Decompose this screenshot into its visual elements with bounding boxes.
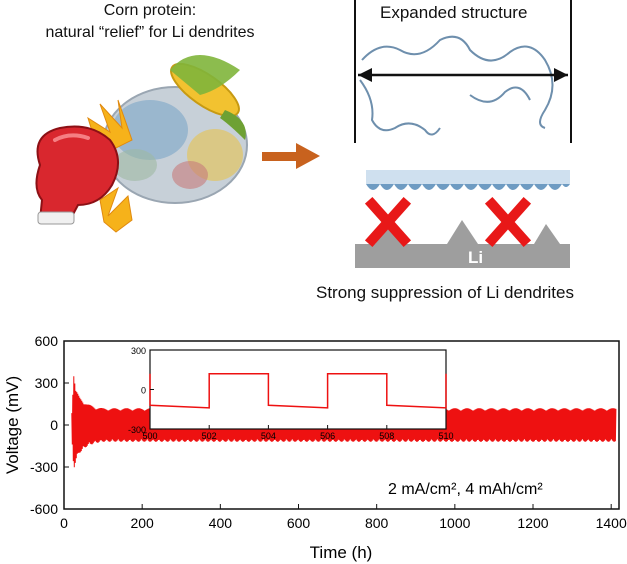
x-tick-label: 1400 — [596, 515, 627, 531]
inset-trace — [149, 372, 447, 409]
x-axis-label: Time (h) — [310, 543, 373, 562]
inset-y-tick-label: 0 — [141, 386, 146, 396]
x-tick-label: 0 — [60, 515, 68, 531]
y-tick-label: 0 — [50, 417, 58, 433]
expanded-structure-panel — [354, 0, 572, 143]
y-axis-label: Voltage (mV) — [3, 376, 22, 474]
x-tick-label: 1000 — [439, 515, 470, 531]
x-tick-label: 1200 — [517, 515, 548, 531]
inset-y-tick-label: -300 — [128, 425, 146, 435]
inset-x-tick-label: 504 — [261, 431, 276, 441]
left-title: Corn protein: natural “relief” for Li de… — [0, 0, 300, 44]
left-title-line1: Corn protein: — [103, 2, 197, 19]
transition-arrow — [262, 143, 320, 169]
x-tick-label: 400 — [209, 515, 233, 531]
inset-x-tick-label: 500 — [142, 431, 157, 441]
cross-mark-icon — [364, 196, 412, 248]
suppression-caption: Strong suppression of Li dendrites — [316, 283, 574, 302]
inset-x-tick-label: 510 — [438, 431, 453, 441]
left-title-line2: natural “relief” for Li dendrites — [45, 24, 255, 41]
x-tick-label: 600 — [287, 515, 311, 531]
y-tick-label: 600 — [35, 333, 59, 349]
cross-mark-icon — [484, 196, 532, 248]
inset-y-tick-label: 300 — [131, 346, 146, 356]
inset-frame — [149, 349, 447, 430]
condition-annotation: 2 mA/cm², 4 mAh/cm² — [388, 481, 543, 498]
li-label: Li — [468, 248, 483, 267]
x-tick-label: 800 — [365, 515, 389, 531]
y-tick-label: -300 — [30, 459, 58, 475]
li-dendrite-schematic: Li — [355, 170, 570, 268]
x-tick-label: 200 — [130, 515, 154, 531]
y-tick-label: -600 — [30, 501, 58, 517]
inset-x-tick-label: 506 — [320, 431, 335, 441]
inset-chart: -300 0 300 500 502 504 506 508 510 — [128, 346, 454, 441]
boxing-glove-icon — [35, 125, 119, 225]
y-tick-label: 300 — [35, 375, 59, 391]
corn-protein-illustration — [102, 86, 248, 204]
voltage-time-chart: -600 -300 0 300 600 0 200 400 600 800 1000 1200 140… — [3, 333, 627, 562]
expanded-structure-label: Expanded structure — [380, 3, 528, 22]
corn-cob-icon — [170, 55, 246, 140]
inset-x-tick-label: 502 — [202, 431, 217, 441]
inset-x-tick-label: 508 — [379, 431, 394, 441]
